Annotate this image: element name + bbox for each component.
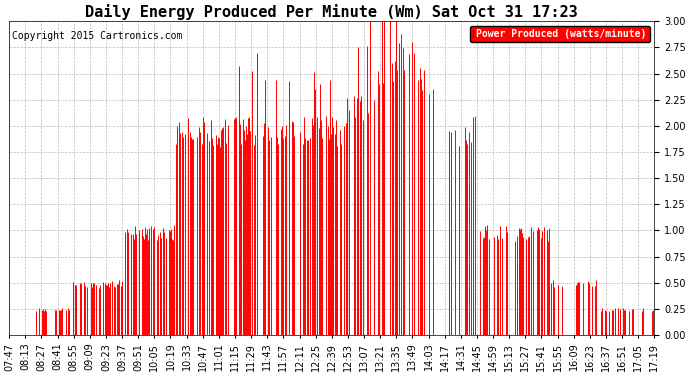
Legend: Power Produced (watts/minute): Power Produced (watts/minute) [471, 26, 649, 42]
Text: Copyright 2015 Cartronics.com: Copyright 2015 Cartronics.com [12, 31, 183, 41]
Title: Daily Energy Produced Per Minute (Wm) Sat Oct 31 17:23: Daily Energy Produced Per Minute (Wm) Sa… [86, 4, 578, 20]
